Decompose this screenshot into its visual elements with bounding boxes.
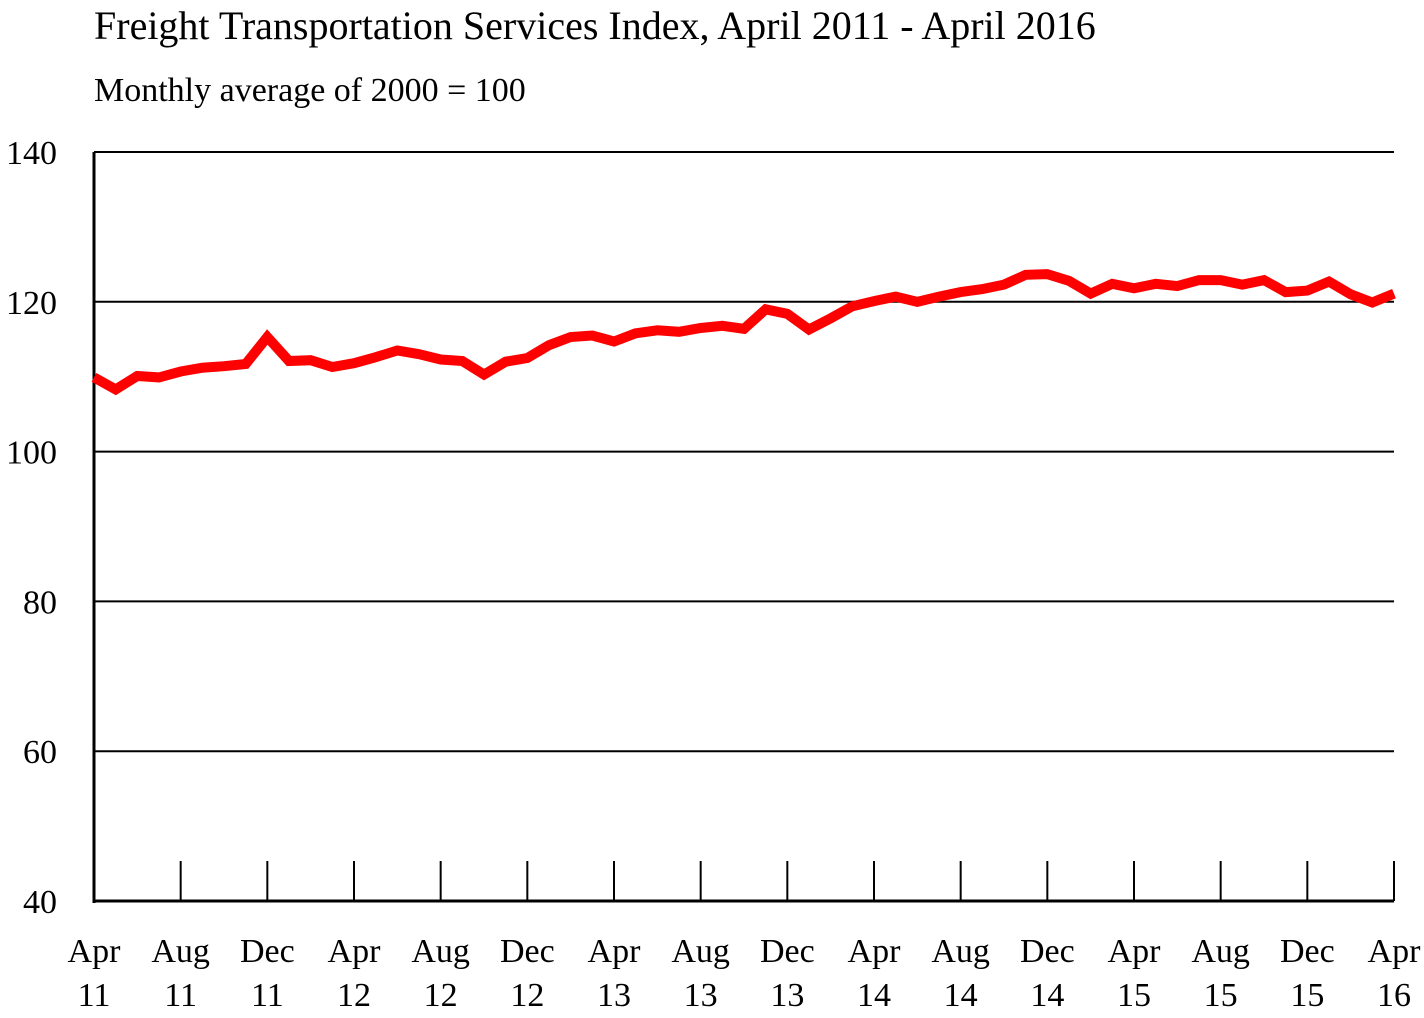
x-tick-label-year: 12 (510, 977, 544, 1014)
x-tick-label-month: Apr (328, 933, 382, 970)
x-tick-label-year: 12 (337, 977, 371, 1014)
x-tick-label-month: Apr (1108, 933, 1162, 970)
x-tick-label-month: Aug (151, 933, 210, 970)
x-tick-label-year: 16 (1377, 977, 1411, 1014)
y-tick-label: 40 (23, 884, 57, 921)
x-tick-label-year: 15 (1117, 977, 1151, 1014)
x-tick-label-year: 11 (164, 977, 197, 1014)
x-tick-label-month: Aug (411, 933, 470, 970)
x-tick-label-month: Dec (500, 933, 555, 970)
x-tick-label-year: 12 (424, 977, 458, 1014)
x-tick-label-month: Dec (1280, 933, 1335, 970)
x-tick-label-month: Apr (1368, 933, 1422, 970)
x-tick-label-month: Apr (68, 933, 122, 970)
x-tick-label-year: 14 (857, 977, 891, 1014)
x-tick-label-year: 13 (770, 977, 804, 1014)
chart-subtitle: Monthly average of 2000 = 100 (94, 72, 526, 109)
x-tick-label-month: Apr (588, 933, 642, 970)
y-tick-label: 80 (23, 584, 57, 621)
x-tick-label-year: 15 (1204, 977, 1238, 1014)
y-tick-label: 100 (6, 435, 57, 472)
axes (92, 152, 1395, 903)
x-tick-label-year: 11 (251, 977, 284, 1014)
x-tick-label-year: 14 (944, 977, 978, 1014)
x-tick-label-year: 13 (684, 977, 718, 1014)
x-tick-label-year: 15 (1290, 977, 1324, 1014)
x-tick-label-month: Aug (1191, 933, 1250, 970)
x-tick-labels: Apr 11 Aug 11 Dec 11 Apr 12 Aug 12 Dec 12 Apr 13 Aug 13… (68, 933, 1422, 1014)
x-tick-label-month: Apr (848, 933, 902, 970)
x-tick-label-month: Dec (760, 933, 815, 970)
x-tick-label-month: Dec (240, 933, 295, 970)
x-tick-label-month: Aug (931, 933, 990, 970)
y-tick-label: 120 (6, 285, 57, 322)
y-tick-label: 60 (23, 734, 57, 771)
x-tick-label-month: Dec (1020, 933, 1075, 970)
x-tick-label-year: 14 (1030, 977, 1064, 1014)
x-tick-label-year: 13 (597, 977, 631, 1014)
y-tick-labels: 40 60 80 100 120 140 (6, 135, 57, 921)
x-tick-label-year: 11 (78, 977, 111, 1014)
series-line (91, 269, 1396, 396)
x-tick-label-month: Aug (671, 933, 730, 970)
chart-title: Freight Transportation Services Index, A… (94, 3, 1096, 48)
gridlines (94, 151, 1394, 753)
y-tick-label: 140 (6, 135, 57, 172)
series (91, 269, 1396, 396)
